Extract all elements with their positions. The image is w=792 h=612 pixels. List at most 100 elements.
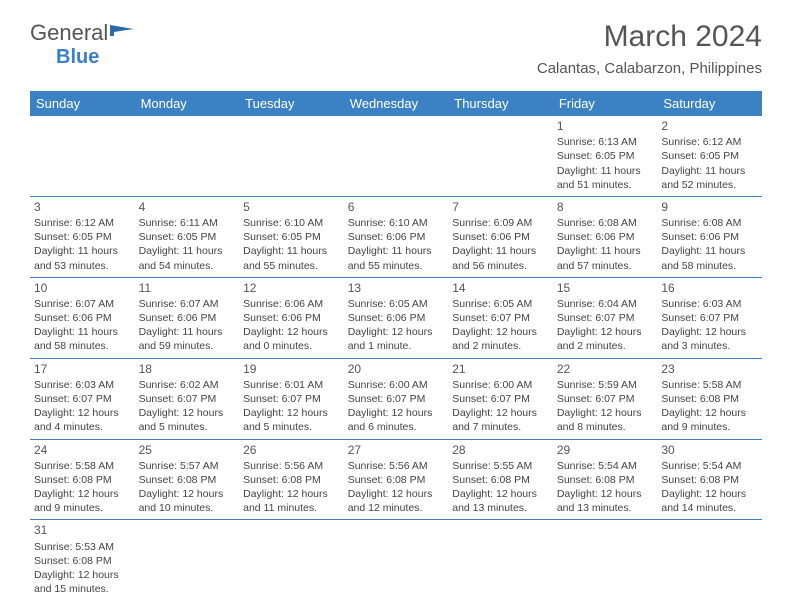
sunset-text: Sunset: 6:08 PM — [661, 473, 758, 487]
daylight-text: Daylight: 11 hours and 52 minutes. — [661, 164, 758, 192]
daylight-text: Daylight: 11 hours and 53 minutes. — [34, 244, 131, 272]
logo-text-1: Genera — [30, 20, 103, 46]
sunset-text: Sunset: 6:08 PM — [557, 473, 654, 487]
sunrise-text: Sunrise: 6:13 AM — [557, 135, 654, 149]
day-number: 17 — [34, 361, 131, 377]
calendar-body: 1Sunrise: 6:13 AMSunset: 6:05 PMDaylight… — [30, 116, 762, 600]
sunrise-text: Sunrise: 6:07 AM — [34, 297, 131, 311]
weekday-header: Friday — [553, 91, 658, 116]
daylight-text: Daylight: 11 hours and 55 minutes. — [348, 244, 445, 272]
day-number: 24 — [34, 442, 131, 458]
sunrise-text: Sunrise: 5:56 AM — [243, 459, 340, 473]
daylight-text: Daylight: 12 hours and 15 minutes. — [34, 568, 131, 596]
calendar-cell: 7Sunrise: 6:09 AMSunset: 6:06 PMDaylight… — [448, 196, 553, 277]
daylight-text: Daylight: 12 hours and 2 minutes. — [557, 325, 654, 353]
day-number: 2 — [661, 118, 758, 134]
sunrise-text: Sunrise: 6:05 AM — [452, 297, 549, 311]
sunrise-text: Sunrise: 6:01 AM — [243, 378, 340, 392]
sunrise-text: Sunrise: 6:10 AM — [348, 216, 445, 230]
calendar-cell: 4Sunrise: 6:11 AMSunset: 6:05 PMDaylight… — [135, 196, 240, 277]
daylight-text: Daylight: 12 hours and 11 minutes. — [243, 487, 340, 515]
sunrise-text: Sunrise: 5:58 AM — [661, 378, 758, 392]
sunrise-text: Sunrise: 5:54 AM — [557, 459, 654, 473]
day-number: 21 — [452, 361, 549, 377]
calendar-cell: 24Sunrise: 5:58 AMSunset: 6:08 PMDayligh… — [30, 439, 135, 520]
sunrise-text: Sunrise: 6:08 AM — [661, 216, 758, 230]
calendar-cell: 3Sunrise: 6:12 AMSunset: 6:05 PMDaylight… — [30, 196, 135, 277]
sunrise-text: Sunrise: 6:06 AM — [243, 297, 340, 311]
calendar-cell: 14Sunrise: 6:05 AMSunset: 6:07 PMDayligh… — [448, 277, 553, 358]
calendar-cell: 16Sunrise: 6:03 AMSunset: 6:07 PMDayligh… — [657, 277, 762, 358]
sunset-text: Sunset: 6:08 PM — [139, 473, 236, 487]
weekday-header: Sunday — [30, 91, 135, 116]
calendar-cell — [448, 116, 553, 196]
calendar-cell: 12Sunrise: 6:06 AMSunset: 6:06 PMDayligh… — [239, 277, 344, 358]
sunset-text: Sunset: 6:08 PM — [661, 392, 758, 406]
calendar-cell — [135, 116, 240, 196]
day-number: 23 — [661, 361, 758, 377]
daylight-text: Daylight: 12 hours and 3 minutes. — [661, 325, 758, 353]
logo-text-2: l — [103, 20, 108, 46]
calendar-cell: 23Sunrise: 5:58 AMSunset: 6:08 PMDayligh… — [657, 358, 762, 439]
calendar-cell: 21Sunrise: 6:00 AMSunset: 6:07 PMDayligh… — [448, 358, 553, 439]
daylight-text: Daylight: 12 hours and 7 minutes. — [452, 406, 549, 434]
daylight-text: Daylight: 11 hours and 58 minutes. — [661, 244, 758, 272]
daylight-text: Daylight: 12 hours and 0 minutes. — [243, 325, 340, 353]
sunrise-text: Sunrise: 6:04 AM — [557, 297, 654, 311]
title-block: March 2024 Calantas, Calabarzon, Philipp… — [537, 20, 762, 77]
day-number: 1 — [557, 118, 654, 134]
day-number: 11 — [139, 280, 236, 296]
day-number: 27 — [348, 442, 445, 458]
day-number: 18 — [139, 361, 236, 377]
sunset-text: Sunset: 6:07 PM — [661, 311, 758, 325]
day-number: 31 — [34, 522, 131, 538]
sunrise-text: Sunrise: 5:59 AM — [557, 378, 654, 392]
sunset-text: Sunset: 6:07 PM — [34, 392, 131, 406]
sunset-text: Sunset: 6:06 PM — [243, 311, 340, 325]
calendar-cell: 20Sunrise: 6:00 AMSunset: 6:07 PMDayligh… — [344, 358, 449, 439]
sunrise-text: Sunrise: 6:08 AM — [557, 216, 654, 230]
day-number: 30 — [661, 442, 758, 458]
sunrise-text: Sunrise: 5:58 AM — [34, 459, 131, 473]
calendar-cell: 1Sunrise: 6:13 AMSunset: 6:05 PMDaylight… — [553, 116, 658, 196]
sunrise-text: Sunrise: 6:00 AM — [348, 378, 445, 392]
sunset-text: Sunset: 6:08 PM — [34, 473, 131, 487]
day-number: 8 — [557, 199, 654, 215]
daylight-text: Daylight: 12 hours and 13 minutes. — [557, 487, 654, 515]
sunset-text: Sunset: 6:05 PM — [661, 149, 758, 163]
calendar-cell — [30, 116, 135, 196]
calendar-cell: 5Sunrise: 6:10 AMSunset: 6:05 PMDaylight… — [239, 196, 344, 277]
daylight-text: Daylight: 11 hours and 58 minutes. — [34, 325, 131, 353]
day-number: 6 — [348, 199, 445, 215]
day-number: 28 — [452, 442, 549, 458]
sunset-text: Sunset: 6:05 PM — [243, 230, 340, 244]
sunrise-text: Sunrise: 6:03 AM — [661, 297, 758, 311]
sunrise-text: Sunrise: 5:56 AM — [348, 459, 445, 473]
calendar-table: SundayMondayTuesdayWednesdayThursdayFrid… — [30, 91, 762, 600]
calendar-cell — [657, 520, 762, 600]
sunset-text: Sunset: 6:06 PM — [34, 311, 131, 325]
month-title: March 2024 — [537, 20, 762, 54]
sunrise-text: Sunrise: 5:55 AM — [452, 459, 549, 473]
weekday-header: Thursday — [448, 91, 553, 116]
daylight-text: Daylight: 12 hours and 9 minutes. — [661, 406, 758, 434]
calendar-row: 31Sunrise: 5:53 AMSunset: 6:08 PMDayligh… — [30, 520, 762, 600]
sunset-text: Sunset: 6:05 PM — [139, 230, 236, 244]
sunset-text: Sunset: 6:07 PM — [243, 392, 340, 406]
sunrise-text: Sunrise: 6:05 AM — [348, 297, 445, 311]
calendar-cell — [135, 520, 240, 600]
calendar-cell — [344, 520, 449, 600]
day-number: 29 — [557, 442, 654, 458]
day-number: 9 — [661, 199, 758, 215]
day-number: 10 — [34, 280, 131, 296]
calendar-row: 1Sunrise: 6:13 AM Sunset: 6:05 PMDaylight… — [30, 116, 762, 196]
calendar-cell: 29Sunrise: 5:54 AMSunset: 6:08 PMDayligh… — [553, 439, 658, 520]
sunrise-text: Sunrise: 5:57 AM — [139, 459, 236, 473]
sunrise-text: Sunrise: 6:09 AM — [452, 216, 549, 230]
sunset-text: Sunset: 6:08 PM — [452, 473, 549, 487]
day-number: 4 — [139, 199, 236, 215]
daylight-text: Daylight: 11 hours and 54 minutes. — [139, 244, 236, 272]
sunrise-text: Sunrise: 6:07 AM — [139, 297, 236, 311]
logo: General — [30, 20, 138, 46]
day-number: 14 — [452, 280, 549, 296]
